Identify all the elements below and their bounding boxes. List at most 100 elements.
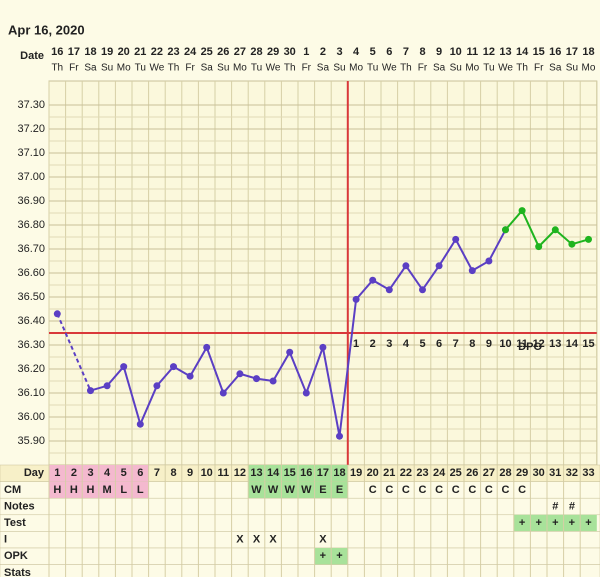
cell-text: 18 <box>333 467 345 479</box>
dpo-number: 12 <box>533 338 545 350</box>
cell-highlight <box>331 548 348 565</box>
cell-text: 10 <box>201 467 213 479</box>
cell-highlight <box>82 481 99 499</box>
cell-text: 23 <box>416 467 428 479</box>
dpo-number: 3 <box>386 338 392 350</box>
weekday: Su <box>450 63 462 74</box>
cell-text: L <box>137 484 144 496</box>
cell-text: C <box>502 484 510 496</box>
cell-highlight <box>98 481 116 499</box>
weekday: Sa <box>84 63 97 74</box>
temperature-point <box>120 363 128 371</box>
temperature-point <box>419 286 426 294</box>
temperature-point <box>153 382 161 390</box>
weekday: Tu <box>483 63 494 74</box>
weekday: Sa <box>317 63 330 74</box>
weekday: Fr <box>69 63 79 74</box>
row-label: CM <box>4 484 21 496</box>
y-tick-label: 35.90 <box>17 435 45 447</box>
cell-highlight <box>132 465 149 482</box>
cell-text: 7 <box>154 467 160 479</box>
cell-text: + <box>552 517 558 529</box>
y-tick-label: 36.70 <box>17 243 45 255</box>
date: 22 <box>151 46 163 58</box>
date: 2 <box>320 46 326 58</box>
cell-text: C <box>435 484 443 496</box>
row-background <box>0 514 600 532</box>
row-background <box>0 547 600 565</box>
date: 23 <box>167 46 179 58</box>
date: 14 <box>516 46 529 58</box>
date: 17 <box>566 46 578 58</box>
cell-text: C <box>485 484 493 496</box>
cell-highlight <box>264 481 282 499</box>
temperature-point <box>136 420 144 428</box>
temperature-point <box>302 389 310 397</box>
date: 11 <box>466 46 478 58</box>
y-tick-label: 36.60 <box>17 267 45 279</box>
row-label: Notes <box>4 500 35 512</box>
cell-text: + <box>535 517 541 529</box>
weekday: Th <box>516 63 528 74</box>
dpo-number: 8 <box>469 338 475 350</box>
weekday: Th <box>168 63 180 74</box>
temperature-point <box>485 257 493 265</box>
row-label: Test <box>4 517 26 529</box>
date: 15 <box>533 46 545 58</box>
cell-text: 13 <box>250 467 262 479</box>
y-tick-label: 36.90 <box>17 195 45 207</box>
date: 9 <box>436 46 442 58</box>
cell-text: C <box>385 484 393 496</box>
cell-text: L <box>120 484 127 496</box>
weekday: Tu <box>367 63 378 74</box>
cell-highlight <box>248 481 265 499</box>
date: 1 <box>303 46 309 58</box>
dpo-label: DPO <box>518 341 542 353</box>
y-tick-label: 36.20 <box>17 363 45 375</box>
date: 20 <box>118 46 130 58</box>
temperature-point <box>103 382 111 390</box>
cell-text: C <box>452 484 460 496</box>
date: 16 <box>549 46 561 58</box>
cell-text: X <box>269 534 277 546</box>
cell-text: W <box>285 484 296 496</box>
cell-text: 14 <box>267 467 280 479</box>
date: 3 <box>336 46 342 58</box>
cell-text: C <box>419 484 427 496</box>
row-background <box>0 497 600 516</box>
weekday: Fr <box>418 63 428 74</box>
weekday: Mo <box>233 63 247 74</box>
cell-text: 33 <box>582 467 594 479</box>
cell-text: 20 <box>367 467 379 479</box>
row-label: OPK <box>4 550 28 562</box>
cell-text: 4 <box>104 467 111 479</box>
cell-highlight <box>115 465 132 482</box>
cell-text: 30 <box>533 467 545 479</box>
y-tick-label: 37.30 <box>17 99 45 111</box>
y-tick-label: 37.00 <box>17 171 45 183</box>
cell-text: X <box>236 534 244 546</box>
cell-highlight <box>281 465 298 482</box>
date: 18 <box>84 46 96 58</box>
date: 4 <box>353 46 360 58</box>
y-tick-label: 36.00 <box>17 411 45 423</box>
y-tick-label: 37.10 <box>17 147 45 159</box>
cell-text: H <box>87 484 95 496</box>
weekday: We <box>149 63 164 74</box>
cell-text: + <box>320 550 326 562</box>
y-tick-label: 36.50 <box>17 291 45 303</box>
cell-text: 31 <box>549 467 561 479</box>
cell-highlight <box>132 481 149 499</box>
y-tick-label: 37.20 <box>17 123 45 135</box>
cell-highlight <box>65 481 83 499</box>
weekday: Fr <box>534 63 544 74</box>
temperature-point <box>385 286 393 294</box>
cell-text: 12 <box>234 467 246 479</box>
date: 7 <box>403 46 409 58</box>
date: 19 <box>101 46 113 58</box>
date: 26 <box>217 46 229 58</box>
y-tick-label: 36.40 <box>17 315 45 327</box>
cell-highlight <box>65 465 83 482</box>
cell-text: 26 <box>466 467 478 479</box>
weekday: Sa <box>201 63 214 74</box>
